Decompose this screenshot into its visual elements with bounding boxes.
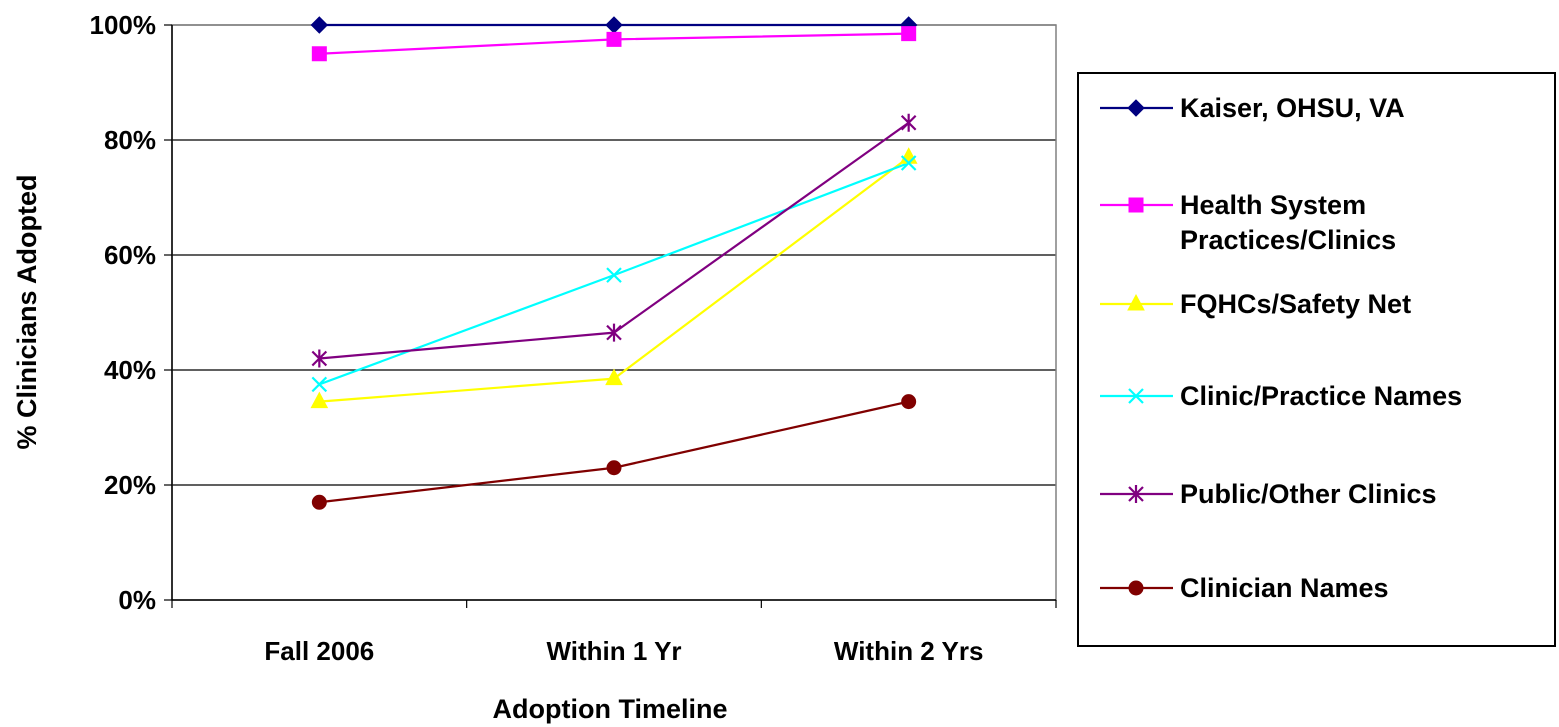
data-point bbox=[901, 26, 917, 42]
x-tick-labels: Fall 2006 Within 1 Yr Within 2 Yrs bbox=[264, 636, 983, 666]
data-point bbox=[310, 391, 329, 409]
legend-label: Kaiser, OHSU, VA bbox=[1180, 93, 1405, 123]
legend-swatch-marker bbox=[1127, 293, 1145, 311]
data-point bbox=[901, 394, 917, 410]
data-point bbox=[606, 460, 622, 476]
legend-label: Health System Practices/Clinics bbox=[1180, 190, 1396, 255]
y-tick-label: 60% bbox=[104, 240, 156, 270]
legend-entries: Kaiser, OHSU, VA Health System Practices/C… bbox=[1100, 93, 1462, 603]
legend-swatch-marker bbox=[1128, 485, 1144, 503]
legend-entry: Clinic/Practice Names bbox=[1100, 381, 1462, 411]
data-point bbox=[310, 16, 329, 34]
data-point bbox=[311, 46, 327, 62]
y-tick-label: 100% bbox=[90, 10, 157, 40]
legend-label: FQHCs/Safety Net bbox=[1180, 289, 1411, 319]
x-tick-label: Within 1 Yr bbox=[546, 636, 681, 666]
data-point bbox=[311, 494, 327, 510]
data-point bbox=[606, 267, 622, 283]
legend-entry: Health System Practices/Clinics bbox=[1100, 190, 1396, 255]
legend-swatch-marker bbox=[1128, 580, 1144, 596]
legend-swatch-marker bbox=[1128, 388, 1144, 404]
x-tick-label: Fall 2006 bbox=[264, 636, 374, 666]
legend-label: Public/Other Clinics bbox=[1180, 479, 1437, 509]
data-point bbox=[311, 349, 328, 368]
legend-label-line: Health System bbox=[1180, 190, 1366, 220]
legend-entry: FQHCs/Safety Net bbox=[1100, 289, 1411, 319]
axes bbox=[164, 24, 1057, 608]
data-point bbox=[311, 376, 328, 393]
series-markers bbox=[310, 16, 918, 510]
legend: Kaiser, OHSU, VA Health System Practices/C… bbox=[1077, 72, 1556, 647]
legend-box bbox=[1077, 72, 1556, 647]
legend-label: Clinic/Practice Names bbox=[1180, 381, 1462, 411]
legend-entry: Public/Other Clinics bbox=[1100, 479, 1437, 509]
legend-label-line: Practices/Clinics bbox=[1180, 225, 1396, 255]
data-point bbox=[605, 368, 623, 386]
y-tick-label: 0% bbox=[118, 585, 156, 615]
y-tick-labels: 0% 20% 40% 60% 80% 100% bbox=[90, 10, 157, 615]
y-tick-label: 20% bbox=[104, 470, 156, 500]
legend-swatch-marker bbox=[1128, 197, 1144, 213]
data-point bbox=[900, 113, 917, 132]
y-tick-label: 40% bbox=[104, 355, 156, 385]
y-axis-title: % Clinicians Adopted bbox=[12, 174, 42, 449]
legend-entry: Clinician Names bbox=[1100, 573, 1389, 603]
x-tick-label: Within 2 Yrs bbox=[834, 636, 984, 666]
x-axis-title: Adoption Timeline bbox=[493, 694, 728, 724]
y-tick-label: 80% bbox=[104, 125, 156, 155]
data-point bbox=[900, 155, 917, 171]
data-point bbox=[606, 31, 622, 47]
legend-label: Clinician Names bbox=[1180, 573, 1389, 603]
plot-area: 0% 20% 40% 60% 80% 100% Fall 2006 Within 1 Yr W… bbox=[90, 10, 1057, 666]
legend-entry: Kaiser, OHSU, VA bbox=[1100, 93, 1405, 123]
legend-swatch-marker bbox=[1127, 99, 1145, 117]
data-point bbox=[606, 323, 622, 342]
